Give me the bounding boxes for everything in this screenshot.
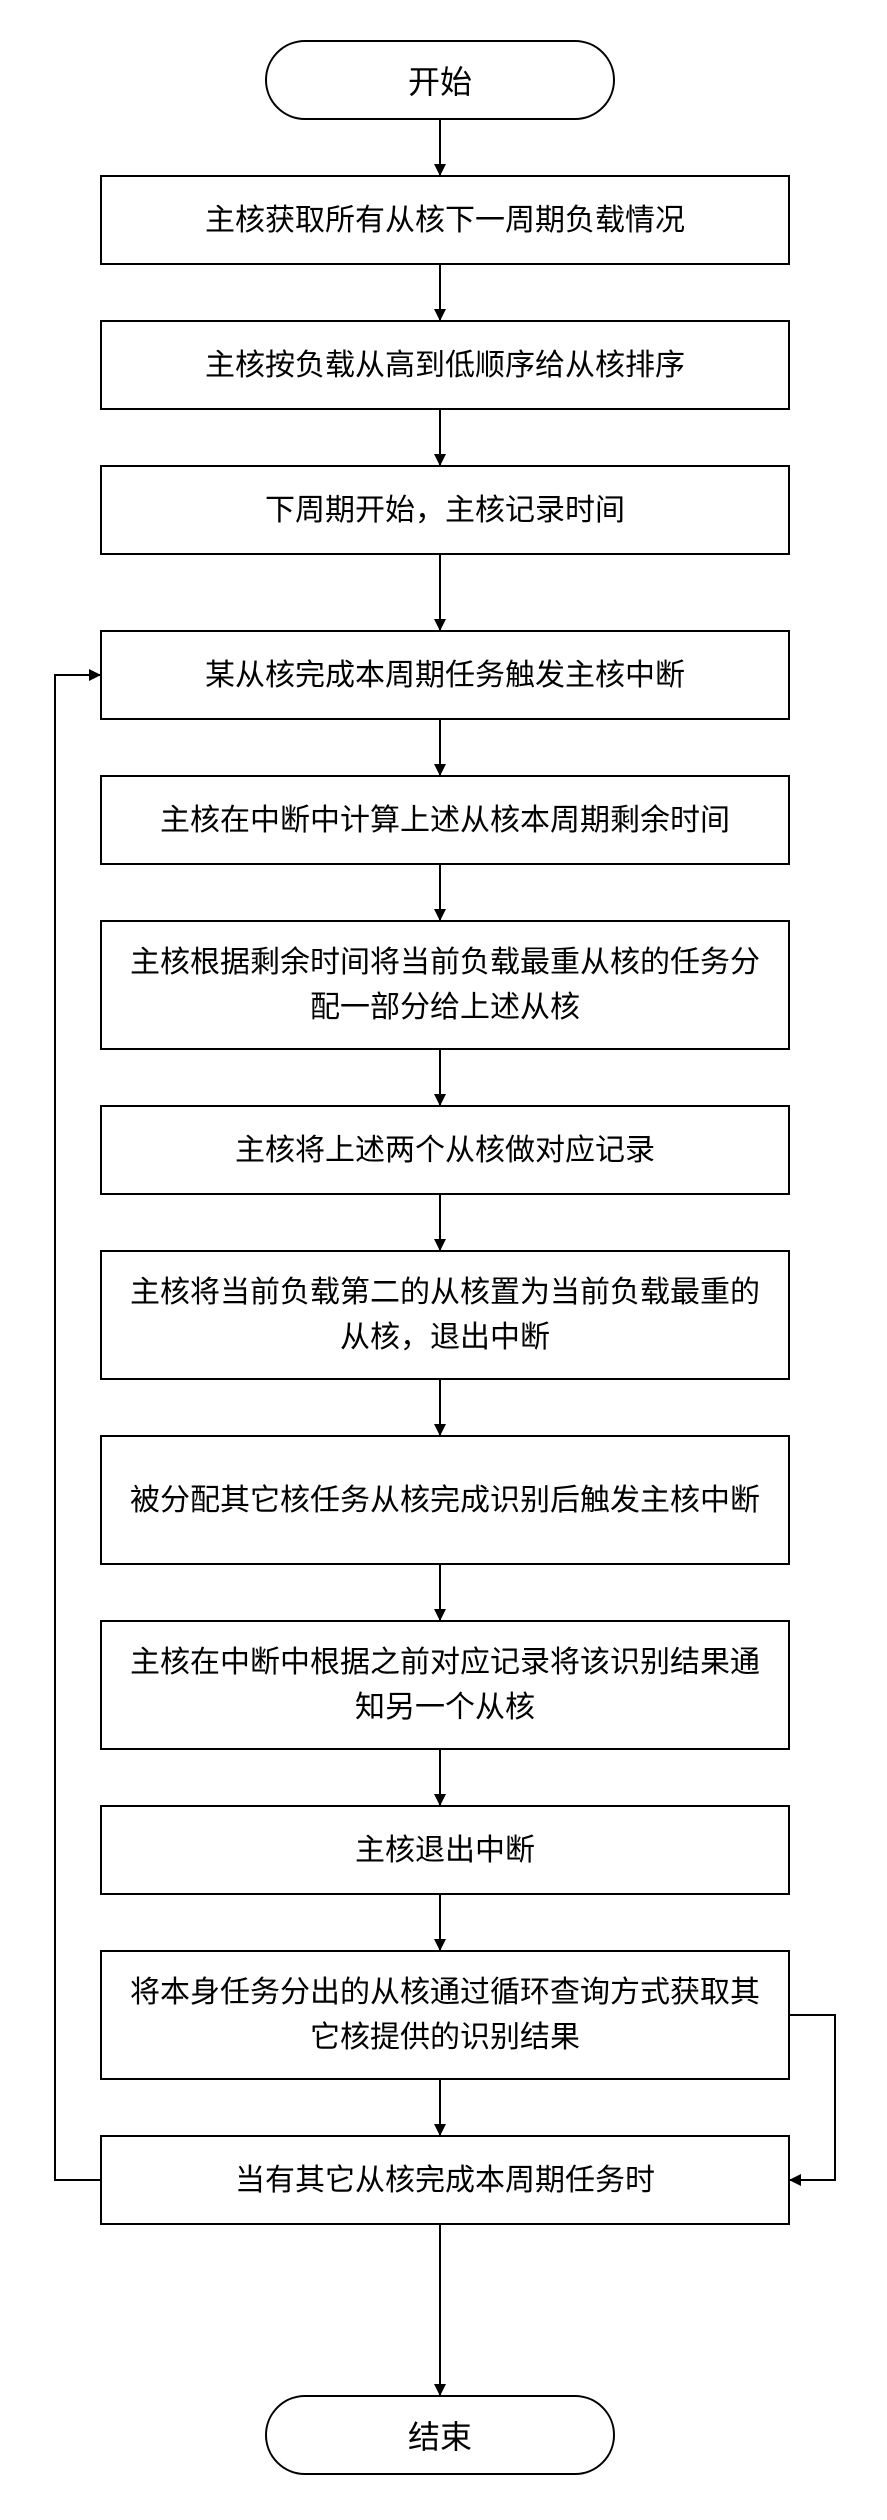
process-3: 下周期开始，主核记录时间 [100,465,790,555]
process-12-label: 将本身任务分出的从核通过循环查询方式获取其它核提供的识别结果 [118,1970,772,2060]
end-label: 结束 [408,2412,472,2458]
process-6: 主核根据剩余时间将当前负载最重从核的任务分配一部分给上述从核 [100,920,790,1050]
process-10: 主核在中断中根据之前对应记录将该识别结果通知另一个从核 [100,1620,790,1750]
process-8: 主核将当前负载第二的从核置为当前负载最重的从核，退出中断 [100,1250,790,1380]
process-13-label: 当有其它从核完成本周期任务时 [235,2158,655,2203]
process-13: 当有其它从核完成本周期任务时 [100,2135,790,2225]
process-10-label: 主核在中断中根据之前对应记录将该识别结果通知另一个从核 [118,1640,772,1730]
start-label: 开始 [408,57,472,103]
process-11: 主核退出中断 [100,1805,790,1895]
process-8-label: 主核将当前负载第二的从核置为当前负载最重的从核，退出中断 [118,1270,772,1360]
process-12: 将本身任务分出的从核通过循环查询方式获取其它核提供的识别结果 [100,1950,790,2080]
process-4: 某从核完成本周期任务触发主核中断 [100,630,790,720]
process-2-label: 主核按负载从高到低顺序给从核排序 [205,343,685,388]
process-7-label: 主核将上述两个从核做对应记录 [235,1128,655,1173]
process-4-label: 某从核完成本周期任务触发主核中断 [205,653,685,698]
process-7: 主核将上述两个从核做对应记录 [100,1105,790,1195]
process-9: 被分配其它核任务从核完成识别后触发主核中断 [100,1435,790,1565]
process-3-label: 下周期开始，主核记录时间 [265,488,625,533]
process-11-label: 主核退出中断 [355,1828,535,1873]
process-5: 主核在中断中计算上述从核本周期剩余时间 [100,775,790,865]
process-9-label: 被分配其它核任务从核完成识别后触发主核中断 [130,1478,760,1523]
end-node: 结束 [265,2395,615,2475]
process-1-label: 主核获取所有从核下一周期负载情况 [205,198,685,243]
flowchart-canvas: 开始 主核获取所有从核下一周期负载情况 主核按负载从高到低顺序给从核排序 下周期… [0,0,887,2520]
process-6-label: 主核根据剩余时间将当前负载最重从核的任务分配一部分给上述从核 [118,940,772,1030]
process-5-label: 主核在中断中计算上述从核本周期剩余时间 [160,798,730,843]
start-node: 开始 [265,40,615,120]
process-2: 主核按负载从高到低顺序给从核排序 [100,320,790,410]
process-1: 主核获取所有从核下一周期负载情况 [100,175,790,265]
